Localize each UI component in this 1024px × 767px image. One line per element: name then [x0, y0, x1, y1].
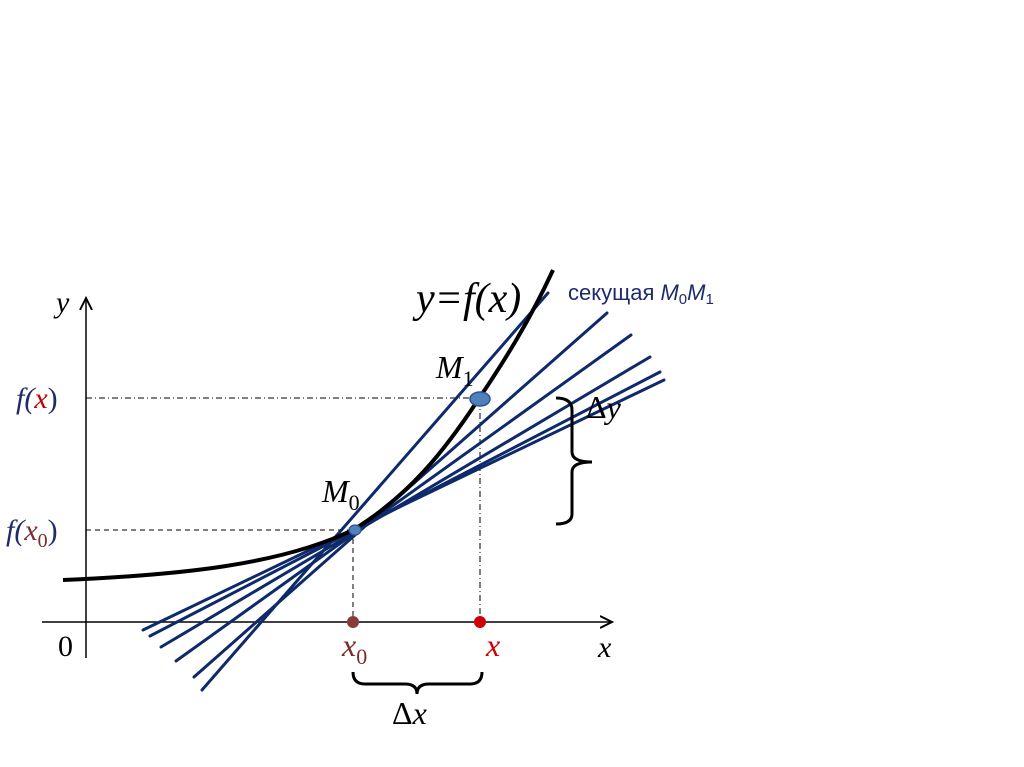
secant-m1-letter: M: [687, 280, 706, 305]
point-m1: [469, 391, 491, 407]
fx0-x: x: [23, 514, 38, 547]
delta-y-var: y: [604, 389, 622, 425]
secant-line-3: [174, 333, 633, 663]
secant-line-4: [159, 355, 652, 649]
secant-line-6: [141, 378, 666, 632]
fx-label: f(x): [16, 382, 58, 415]
x-axis-label: x: [597, 631, 612, 664]
fx0-sub: 0: [38, 530, 48, 552]
point-x0-axis: [347, 616, 359, 628]
secant-line-1: [200, 291, 550, 692]
fx0-close: ): [48, 514, 58, 547]
delta-y-brace: [555, 396, 593, 526]
y-axis-label: y: [53, 286, 70, 319]
m1-letter: M: [435, 349, 465, 385]
m0-label: M0: [321, 473, 360, 515]
fx-close: ): [48, 382, 58, 415]
secant-label: секущая M0M1: [568, 280, 714, 308]
secant-m1-sub: 1: [705, 291, 713, 308]
delta-x-label: Δx: [392, 695, 427, 731]
m1-label: M1: [435, 349, 474, 391]
fx0-label: f(x0): [6, 514, 58, 552]
fx-open: f(: [16, 382, 36, 415]
delta-x-symbol: Δ: [392, 695, 413, 731]
secant-m0-sub: 0: [679, 291, 687, 308]
secant-m0-letter: M: [660, 280, 679, 305]
delta-y-symbol: Δ: [586, 389, 607, 425]
function-curve: [62, 269, 555, 582]
delta-y-label: Δy: [586, 389, 622, 425]
point-x-axis: [474, 616, 486, 628]
fx-x: x: [33, 382, 48, 415]
delta-x-brace: [351, 671, 484, 695]
m0-sub: 0: [349, 490, 360, 515]
origin-label: 0: [58, 630, 73, 663]
x0-letter: x: [341, 627, 356, 663]
point-m0: [348, 524, 362, 536]
delta-x-var: x: [412, 695, 427, 731]
secant-word: секущая: [568, 280, 660, 305]
fx0-open: f(: [6, 514, 26, 547]
m1-sub: 1: [463, 366, 474, 391]
x-label: x: [485, 627, 500, 663]
x0-label: x0: [341, 627, 367, 669]
x0-sub: 0: [356, 644, 367, 669]
function-label: y=f(x): [412, 276, 521, 322]
m0-letter: M: [321, 473, 351, 509]
